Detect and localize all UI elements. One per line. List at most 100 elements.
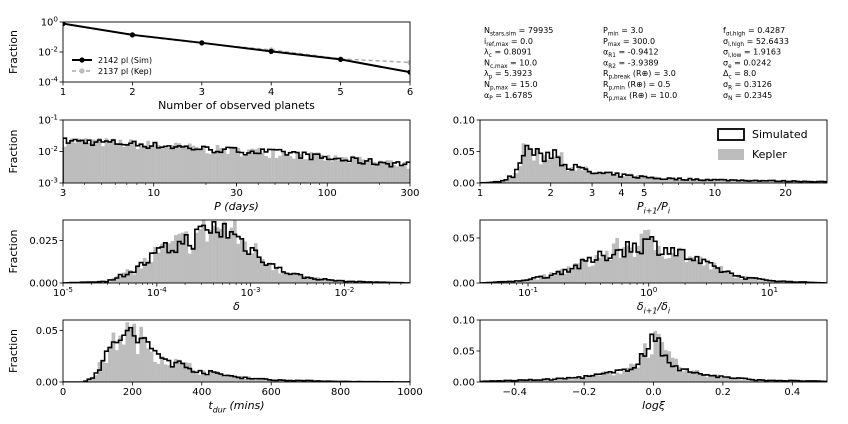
kepler-bar [591,265,595,283]
x-tick-label: 1 [60,87,66,98]
kepler-bar [375,162,379,183]
kepler-bar [715,178,720,183]
kepler-bar [174,235,178,283]
y-tick-label: 0.10 [453,116,475,127]
kepler-bar [87,379,91,382]
kepler-bar [160,146,164,183]
kepler-bar [778,380,783,382]
legend-simulated-label: Simulated [752,128,808,141]
x-tick-label: 200 [123,387,142,398]
kepler-bar [135,354,140,382]
kepler-bar [121,146,126,183]
kepler-bar [747,276,751,283]
kepler-bar [108,281,112,283]
kepler-bar [97,137,102,183]
kepler-bar [371,161,376,183]
kepler-bar [305,277,310,283]
kepler-bar [149,351,154,382]
kepler-bar [670,252,675,283]
kepler-bar [205,153,209,183]
param-1-4: Rp,break​ (R⊕) = 3.0 [603,69,676,80]
param-2-2: σi,low​ = 1.9163 [723,48,781,59]
kepler-bar [267,262,272,283]
y-tick-label: 0.05 [36,326,58,337]
kepler-bar [170,367,175,382]
kepler-bar [552,156,557,183]
kepler-bar [253,379,258,382]
kepler-bar [267,157,272,183]
kepler-bar [584,166,588,183]
kepler-bar [556,155,561,183]
x-tick-label: −0.2 [572,387,596,398]
kepler-bar [160,356,164,382]
kepler-bar [538,275,543,283]
kepler-bar [549,379,554,382]
kepler-bar [650,237,654,283]
x-tick-label: 300 [400,188,419,199]
kepler-bar [684,368,689,382]
kepler-bar [229,227,234,283]
kepler-bar [604,172,609,183]
x-tick-label: 600 [262,387,281,398]
kepler-bar [330,280,334,283]
kepler-bar [243,379,248,382]
kepler-bar [170,240,175,283]
legend-sim-label: 2142 pl (Sim) [98,56,152,65]
kepler-bar [729,272,734,283]
x-tick-label: 800 [331,387,350,398]
kepler-bars [83,322,410,382]
kepler-bar [702,374,706,382]
kepler-bar [653,250,658,283]
param-1-2: αR1​ = -0.9412 [603,48,659,59]
kepler-bar [698,256,703,283]
x-tick-label: 100​ [640,285,658,299]
x-tick-label: 5 [337,87,343,98]
x-tick-label: 10-1​ [518,285,538,299]
panel-depth_ratio: 10-1​ 100​ 101​ 0.00 0.05 δi+1​/δi​ [453,219,828,315]
kepler-bar [656,333,661,382]
x-tick-label: 101​ [761,285,778,299]
kepler-bar [205,375,209,382]
kepler-bar [528,278,533,283]
kepler-bar [580,377,585,382]
kepler-bar [233,220,237,283]
kepler-bar [681,180,685,183]
kepler-bar [278,273,282,283]
x-tick-label: 4 [268,87,274,98]
kepler-bar [688,256,692,283]
kepler-bar [532,277,536,283]
kepler-bar [754,179,758,183]
kepler-bar [94,139,98,183]
kepler-bar [511,177,515,183]
kepler-bar [591,173,595,183]
kepler-bar [177,233,182,283]
kepler-bar [180,145,185,183]
y-tick-label: 0.00 [453,279,475,290]
kepler-bar [806,181,810,183]
kepler-bar [733,277,737,283]
kepler-bar [101,281,105,283]
kepler-bar [601,172,606,183]
kepler-bar [305,159,310,183]
kepler-bar [740,180,744,183]
x-tick-label: 10-3​ [241,285,261,299]
kepler-bar [174,358,178,382]
y-axis-label: Fraction [7,230,20,274]
kepler-bar [594,254,599,283]
kepler-bar [167,147,171,183]
kepler-bar [340,280,345,283]
kepler-bar [594,374,599,382]
kepler-bar [222,149,227,183]
kepler-bar [187,143,192,183]
kepler-bar [570,167,574,183]
kepler-bar [90,377,95,382]
kepler-bar [674,358,678,382]
legend-top: 2142 pl (Sim) 2137 pl (Kep) [72,56,152,76]
kepler-bar [563,273,567,283]
y-axis-label: Fraction [7,329,20,373]
kepler-bar [201,220,206,283]
x-tick-label: 3 [199,87,205,98]
kepler-bar [802,181,807,183]
kepler-bar [142,336,147,382]
kepler-bar [229,146,234,183]
